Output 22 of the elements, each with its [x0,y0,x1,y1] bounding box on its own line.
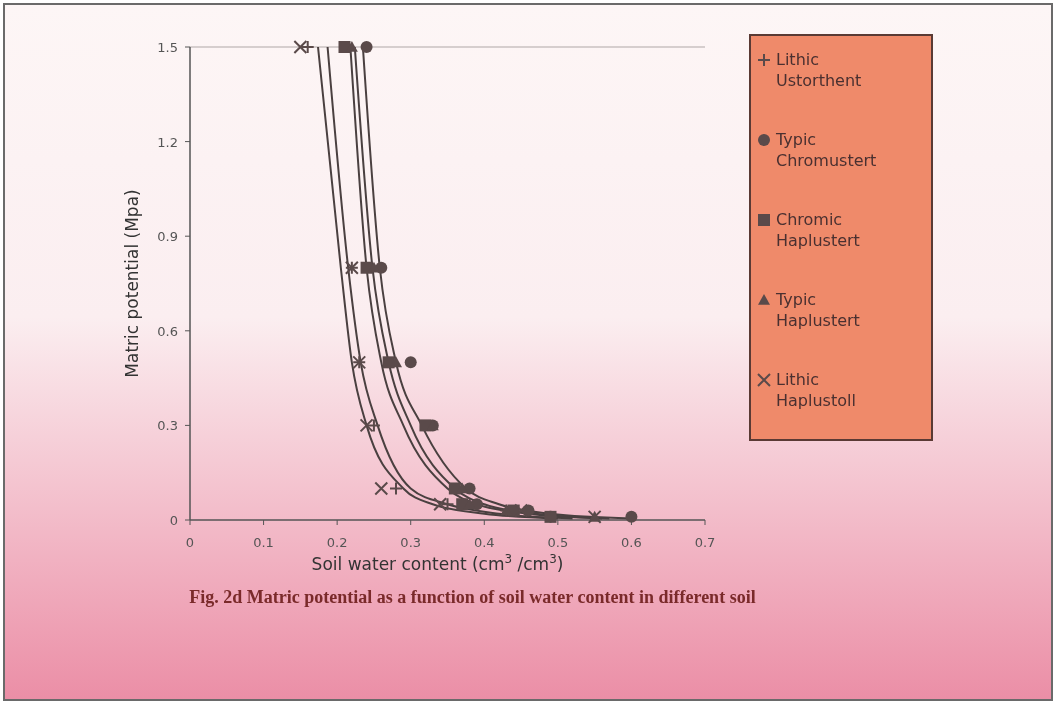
x-tick-label: 0.2 [326,535,348,550]
legend-label: Typic Chromustert [775,130,877,170]
y-axis-title: Matric potential (Mpa) [122,189,142,378]
y-tick-label: 1.5 [157,40,178,55]
x-tick-label: 0.5 [547,535,569,550]
x-tick-label: 0.7 [694,535,716,550]
y-tick-label: 1.2 [157,134,178,150]
x-tick-label: 0.3 [400,535,422,550]
y-tick-label: 0.9 [157,229,178,245]
legend-label: Chromic Haplustert [776,210,860,250]
caption: Fig. 2d Matric potential as a function of soil water content in different soil [189,587,756,607]
x-tick-label: 0.6 [621,535,642,550]
legend-label: Lithic Haplustoll [776,370,856,410]
legend-label: Lithic Ustorthent [776,50,862,90]
y-tick-label: 0 [169,513,178,528]
x-tick-label: 0.4 [473,535,495,550]
x-tick-label: 0 [185,535,195,550]
y-tick-label: 0.6 [157,323,178,339]
legend-label: Typic Haplustert [775,290,860,330]
x-tick-label: 0.1 [253,535,274,550]
y-tick-label: 0.3 [157,418,178,434]
x-axis-title: Soil water content (cm$^{3}$ /cm$^{3}$) [311,552,564,574]
